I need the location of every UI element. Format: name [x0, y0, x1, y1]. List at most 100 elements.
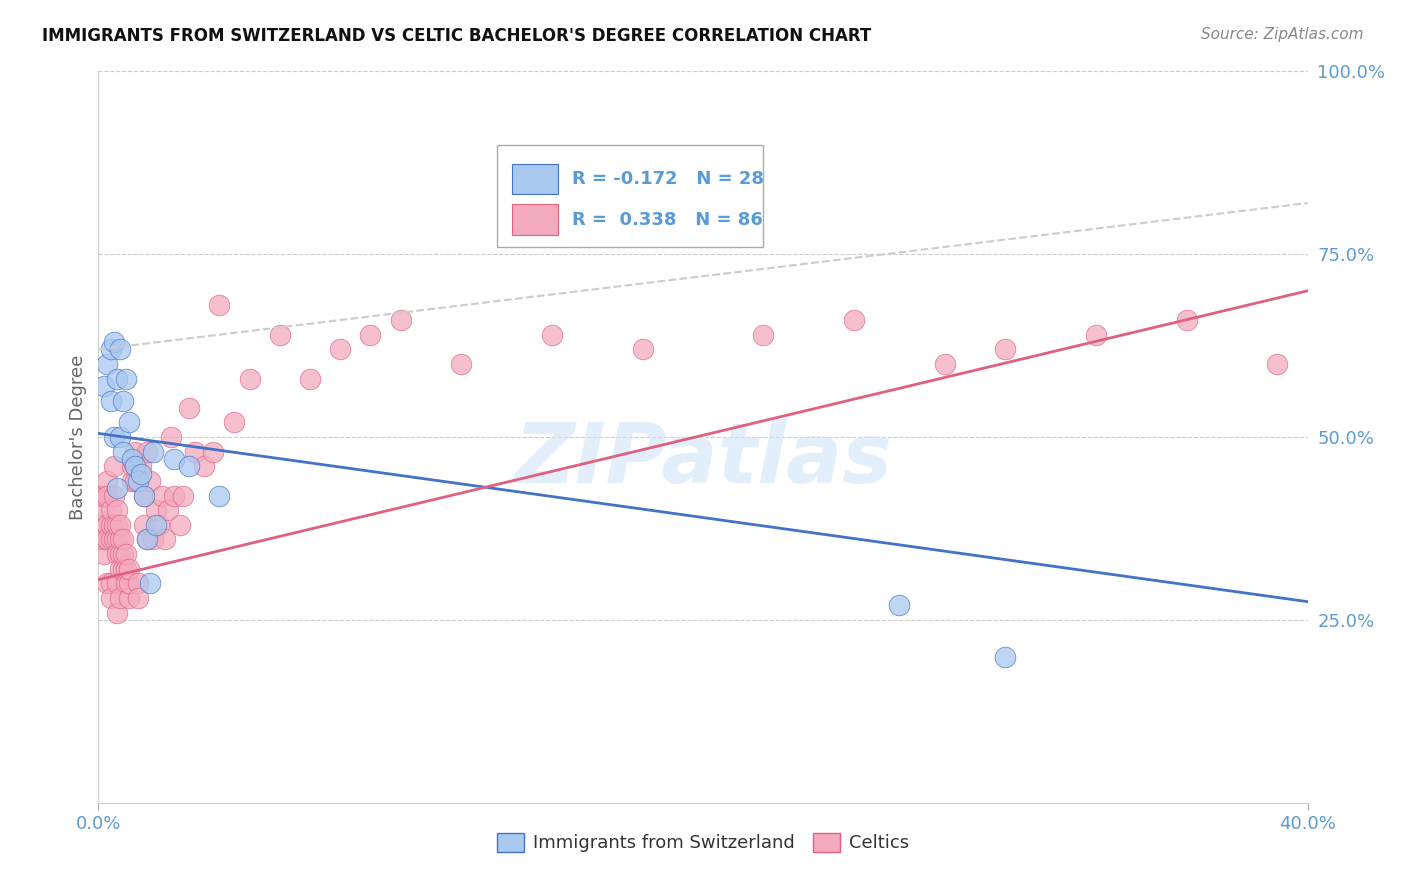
Point — [132, 489, 155, 503]
Point — [329, 343, 352, 357]
Text: R = -0.172   N = 28: R = -0.172 N = 28 — [572, 169, 765, 188]
Point — [450, 357, 472, 371]
Point — [129, 459, 152, 474]
Point — [93, 533, 115, 547]
Point — [752, 327, 775, 342]
Point — [994, 649, 1017, 664]
Point — [142, 444, 165, 458]
Point — [148, 517, 170, 532]
Bar — [512, 204, 558, 235]
Point — [118, 416, 141, 430]
Point — [142, 533, 165, 547]
Point — [160, 430, 183, 444]
Point — [100, 343, 122, 357]
Legend: Immigrants from Switzerland, Celtics: Immigrants from Switzerland, Celtics — [489, 826, 917, 860]
Point — [105, 606, 128, 620]
Point — [208, 298, 231, 312]
Point — [208, 489, 231, 503]
Point — [163, 489, 186, 503]
Point — [96, 474, 118, 488]
Point — [90, 517, 112, 532]
Point — [135, 444, 157, 458]
Point — [1175, 313, 1198, 327]
Point — [135, 533, 157, 547]
Point — [132, 517, 155, 532]
Point — [132, 489, 155, 503]
Point — [103, 517, 125, 532]
Point — [121, 474, 143, 488]
Point — [93, 379, 115, 393]
Point — [889, 599, 911, 613]
Point — [631, 343, 654, 357]
Point — [129, 467, 152, 481]
Point — [108, 547, 131, 561]
Point — [1267, 357, 1289, 371]
Point — [145, 517, 167, 532]
Point — [114, 547, 136, 561]
Point — [124, 459, 146, 474]
Point — [105, 503, 128, 517]
Point — [111, 444, 134, 458]
Point — [108, 533, 131, 547]
Point — [108, 517, 131, 532]
Point — [114, 576, 136, 591]
Point — [108, 591, 131, 605]
Point — [139, 474, 162, 488]
Point — [96, 533, 118, 547]
Point — [169, 517, 191, 532]
Point — [121, 452, 143, 467]
Point — [108, 430, 131, 444]
Point — [90, 533, 112, 547]
Point — [93, 547, 115, 561]
Point — [184, 444, 207, 458]
Y-axis label: Bachelor's Degree: Bachelor's Degree — [69, 354, 87, 520]
Point — [108, 562, 131, 576]
Point — [105, 517, 128, 532]
Point — [100, 393, 122, 408]
Point — [124, 444, 146, 458]
Point — [124, 474, 146, 488]
Point — [193, 459, 215, 474]
Text: IMMIGRANTS FROM SWITZERLAND VS CELTIC BACHELOR'S DEGREE CORRELATION CHART: IMMIGRANTS FROM SWITZERLAND VS CELTIC BA… — [42, 27, 872, 45]
Point — [127, 474, 149, 488]
Point — [124, 459, 146, 474]
Bar — [498, 145, 763, 247]
Text: Source: ZipAtlas.com: Source: ZipAtlas.com — [1201, 27, 1364, 42]
Point — [100, 576, 122, 591]
Point — [153, 533, 176, 547]
Point — [105, 547, 128, 561]
Point — [145, 503, 167, 517]
Point — [118, 562, 141, 576]
Point — [156, 503, 179, 517]
Point — [269, 327, 291, 342]
Point — [224, 416, 246, 430]
Point — [118, 591, 141, 605]
Point — [111, 562, 134, 576]
Point — [103, 459, 125, 474]
Point — [96, 357, 118, 371]
Text: ZIPatlas: ZIPatlas — [515, 418, 891, 500]
Point — [150, 489, 173, 503]
Point — [96, 517, 118, 532]
Point — [121, 459, 143, 474]
Point — [103, 489, 125, 503]
Point — [239, 371, 262, 385]
Point — [139, 576, 162, 591]
Point — [299, 371, 322, 385]
Point — [389, 313, 412, 327]
Point — [103, 334, 125, 349]
Point — [105, 576, 128, 591]
Text: R =  0.338   N = 86: R = 0.338 N = 86 — [572, 211, 763, 229]
Point — [202, 444, 225, 458]
Point — [100, 533, 122, 547]
Point — [103, 430, 125, 444]
Point — [100, 591, 122, 605]
Point — [90, 489, 112, 503]
Point — [172, 489, 194, 503]
Point — [111, 393, 134, 408]
Point — [844, 313, 866, 327]
Point — [111, 533, 134, 547]
Point — [994, 343, 1017, 357]
Point — [135, 533, 157, 547]
Point — [1085, 327, 1108, 342]
